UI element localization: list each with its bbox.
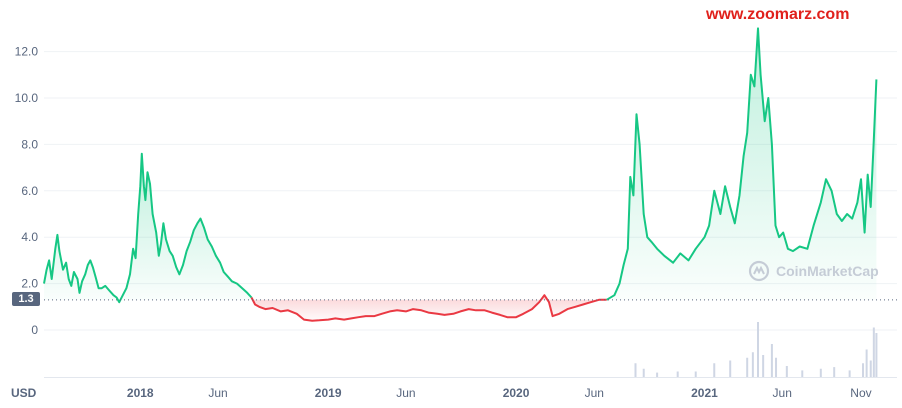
series-area-1 xyxy=(251,295,607,321)
y-tick-label: 6.0 xyxy=(21,184,38,198)
x-axis: 2018 Jun 2019 Jun 2020 Jun 2021 Jun Nov xyxy=(127,386,872,400)
currency-label: USD xyxy=(11,386,37,400)
x-tick-label: Nov xyxy=(850,386,871,400)
volume-bar xyxy=(762,355,765,377)
volume-bar xyxy=(713,363,716,377)
volume-bar xyxy=(634,363,637,377)
y-axis: 0 2.0 4.0 6.0 8.0 10.0 12.0 xyxy=(15,45,39,337)
y-tick-label: 12.0 xyxy=(15,45,39,59)
series-line-1 xyxy=(250,294,607,322)
x-tick-label: 2019 xyxy=(315,386,342,400)
series-line-2 xyxy=(606,27,878,301)
price-area xyxy=(44,28,877,321)
volume-bar xyxy=(872,327,875,377)
x-tick-label: 2018 xyxy=(127,386,154,400)
volume-bar xyxy=(770,344,773,377)
series-area-0 xyxy=(44,153,252,303)
series-area-2 xyxy=(606,28,877,300)
x-tick-label: Jun xyxy=(208,386,227,400)
series-line-0 xyxy=(43,152,253,304)
coinmarketcap-icon xyxy=(748,260,770,282)
volume-bar xyxy=(869,360,872,377)
volume-bar xyxy=(746,357,749,377)
reference-price-badge: 1.3 xyxy=(12,292,40,306)
y-tick-label: 10.0 xyxy=(15,91,39,105)
volume-bar xyxy=(751,352,754,377)
volume-bar xyxy=(785,366,788,377)
volume-bar xyxy=(819,368,822,377)
y-tick-label: 4.0 xyxy=(21,230,38,244)
coinmarketcap-logo: CoinMarketCap xyxy=(748,260,879,282)
x-tick-label: 2020 xyxy=(503,386,530,400)
x-tick-label: Jun xyxy=(773,386,792,400)
y-tick-label: 0 xyxy=(31,323,38,337)
volume-bar xyxy=(875,333,878,377)
volume-bar xyxy=(833,367,836,377)
volume-bar xyxy=(801,370,804,377)
volume-bar xyxy=(757,322,760,377)
volume-bar xyxy=(775,357,778,377)
volume-bar xyxy=(642,368,645,377)
watermark-text: www.zoomarz.com xyxy=(706,6,850,23)
volume-bars xyxy=(44,322,897,378)
volume-bar xyxy=(865,349,868,377)
coinmarketcap-label: CoinMarketCap xyxy=(776,263,879,279)
volume-bar xyxy=(848,370,851,377)
y-tick-label: 8.0 xyxy=(21,137,38,151)
volume-bar xyxy=(694,371,697,377)
x-tick-label: Jun xyxy=(396,386,415,400)
x-tick-label: 2021 xyxy=(691,386,718,400)
volume-bar xyxy=(676,371,679,377)
x-tick-label: Jun xyxy=(585,386,604,400)
y-tick-label: 2.0 xyxy=(21,277,38,291)
volume-bar xyxy=(729,360,732,377)
volume-bar xyxy=(656,372,659,377)
price-line xyxy=(43,27,878,322)
volume-bar xyxy=(862,363,865,377)
